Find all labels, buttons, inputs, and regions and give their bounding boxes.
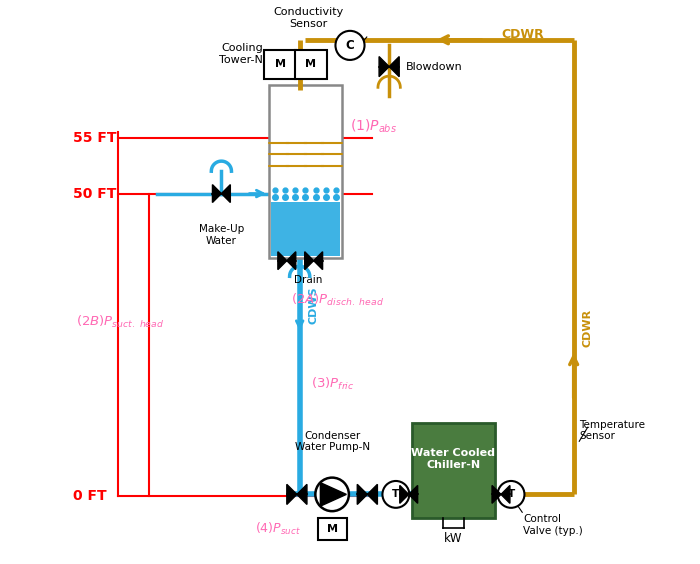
Polygon shape xyxy=(212,184,221,202)
Polygon shape xyxy=(297,484,307,504)
Polygon shape xyxy=(379,56,389,77)
Polygon shape xyxy=(287,252,296,270)
Text: 55 FT: 55 FT xyxy=(74,131,117,144)
Text: Cooling
Tower-N: Cooling Tower-N xyxy=(220,43,263,64)
Text: M: M xyxy=(327,524,337,534)
Text: Blowdown: Blowdown xyxy=(406,61,463,72)
Text: 0 FT: 0 FT xyxy=(74,488,107,503)
Text: $(2B)P_{suct.\ head}$: $(2B)P_{suct.\ head}$ xyxy=(76,314,164,330)
Text: CDWS: CDWS xyxy=(308,287,318,324)
Polygon shape xyxy=(221,184,230,202)
Polygon shape xyxy=(321,483,346,506)
Circle shape xyxy=(335,31,365,60)
Bar xyxy=(271,202,340,256)
Text: M: M xyxy=(274,59,286,69)
Bar xyxy=(295,50,326,79)
Text: $(4)P_{suct}$: $(4)P_{suct}$ xyxy=(256,521,302,537)
Polygon shape xyxy=(492,486,501,503)
Bar xyxy=(412,423,496,518)
Text: Conductivity
Sensor: Conductivity Sensor xyxy=(273,7,343,29)
Text: CDWR: CDWR xyxy=(582,309,592,347)
Text: CDWR: CDWR xyxy=(501,28,544,41)
Text: Temperature
Sensor: Temperature Sensor xyxy=(580,420,645,441)
Text: T: T xyxy=(508,490,514,499)
Text: 50 FT: 50 FT xyxy=(74,187,117,201)
Text: Make-Up
Water: Make-Up Water xyxy=(199,224,244,246)
Polygon shape xyxy=(409,486,418,503)
Polygon shape xyxy=(314,252,323,270)
Circle shape xyxy=(498,481,524,508)
Bar xyxy=(269,85,342,258)
Bar xyxy=(318,518,346,540)
Text: $(1)P_{abs}$: $(1)P_{abs}$ xyxy=(350,118,397,135)
Text: T: T xyxy=(392,490,400,499)
Polygon shape xyxy=(357,484,368,504)
Polygon shape xyxy=(278,252,287,270)
Text: kW: kW xyxy=(444,532,463,545)
Polygon shape xyxy=(368,484,377,504)
Bar xyxy=(265,50,296,79)
Text: Water Cooled
Chiller-N: Water Cooled Chiller-N xyxy=(412,448,496,470)
Text: Condenser
Water Pump-N: Condenser Water Pump-N xyxy=(295,431,370,452)
Polygon shape xyxy=(501,486,510,503)
Polygon shape xyxy=(400,486,409,503)
Text: C: C xyxy=(346,39,354,52)
Circle shape xyxy=(382,481,410,508)
Text: M: M xyxy=(305,59,316,69)
Polygon shape xyxy=(389,56,399,77)
Circle shape xyxy=(315,478,349,511)
Text: $(3)P_{fric}$: $(3)P_{fric}$ xyxy=(311,376,354,392)
Text: Drain: Drain xyxy=(294,275,322,285)
Polygon shape xyxy=(304,252,314,270)
Text: $(2A)P_{disch.\ head}$: $(2A)P_{disch.\ head}$ xyxy=(291,292,384,308)
Text: Control
Valve (typ.): Control Valve (typ.) xyxy=(524,514,583,536)
Polygon shape xyxy=(287,484,297,504)
